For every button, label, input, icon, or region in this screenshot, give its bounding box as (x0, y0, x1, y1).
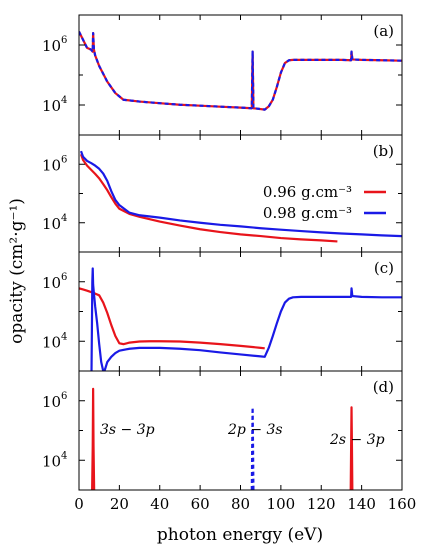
panel-3: 10 610 4(d) (42, 370, 403, 491)
panel-1: 10 610 4(b) (42, 134, 403, 253)
ytick-exponent-2-6: 6 (61, 272, 67, 283)
ytick-exponent-1-6: 6 (61, 154, 67, 165)
ytick-label-3-6: 10 (42, 393, 61, 411)
ytick-label-0-6: 10 (42, 37, 61, 55)
xtick-label-20: 20 (110, 495, 129, 513)
ytick-exponent-2-4: 4 (61, 331, 67, 342)
annotation-3s-3p: 3s − 3p (100, 422, 155, 438)
ytick-exponent-1-4: 4 (61, 213, 67, 224)
panel-label-3: (d) (373, 378, 394, 396)
series-line-3-0 (91, 387, 96, 490)
y-axis-label: opacity (cm²·g⁻¹) (7, 198, 27, 344)
series-line-0-1 (79, 31, 402, 111)
ytick-exponent-3-6: 6 (61, 391, 67, 402)
series-line-2-1 (90, 267, 402, 371)
legend-label-096: 0.96 g.cm⁻³ (263, 183, 352, 201)
xtick-label-100: 100 (267, 495, 296, 513)
xtick-label-120: 120 (307, 495, 336, 513)
panel-0: 10 610 4(a) (42, 14, 403, 136)
ytick-label-0-4: 10 (42, 97, 61, 115)
ytick-label-2-6: 10 (42, 274, 61, 292)
series-line-3-2 (349, 406, 354, 490)
ytick-label-1-6: 10 (42, 156, 61, 174)
panel-label-2: (c) (374, 259, 394, 277)
panels: 10 610 4(a)10 610 4(b)10 610 4(c)10 610 4(d)0 20 4… (42, 14, 417, 513)
legend-label-098: 0.98 g.cm⁻³ (263, 204, 352, 222)
xtick-label-0: 0 (74, 495, 84, 513)
panel-2: 10 610 4(c) (42, 251, 403, 372)
x-axis-label: photon energy (eV) (157, 525, 323, 544)
ytick-label-3-4: 10 (42, 452, 61, 470)
ytick-exponent-0-4: 4 (61, 95, 67, 106)
ytick-label-1-4: 10 (42, 215, 61, 233)
panel-frame-2 (78, 251, 403, 372)
series-line-1-1 (79, 150, 402, 238)
legend: 0.96 g.cm⁻³ 0.98 g.cm⁻³ (263, 183, 386, 222)
xtick-label-140: 140 (347, 495, 376, 513)
panel-label-1: (b) (373, 142, 394, 160)
ytick-exponent-0-6: 6 (61, 35, 67, 46)
xtick-label-40: 40 (150, 495, 169, 513)
series-line-0-0 (79, 31, 402, 111)
ytick-label-2-4: 10 (42, 333, 61, 351)
series-line-3-1 (250, 406, 255, 490)
annotation-2s-3p: 2s − 3p (329, 432, 385, 448)
annotations: 3s − 3p 2p − 3s 2s − 3p (100, 422, 385, 448)
ytick-exponent-3-4: 4 (61, 450, 67, 461)
series-line-2-0 (79, 287, 265, 350)
xtick-label-160: 160 (388, 495, 417, 513)
xtick-label-60: 60 (191, 495, 210, 513)
xtick-label-80: 80 (231, 495, 250, 513)
series-line-1-0 (79, 153, 338, 243)
annotation-2p-3s: 2p − 3s (227, 422, 283, 438)
panel-frame-0 (78, 14, 403, 136)
panel-label-0: (a) (373, 22, 394, 40)
